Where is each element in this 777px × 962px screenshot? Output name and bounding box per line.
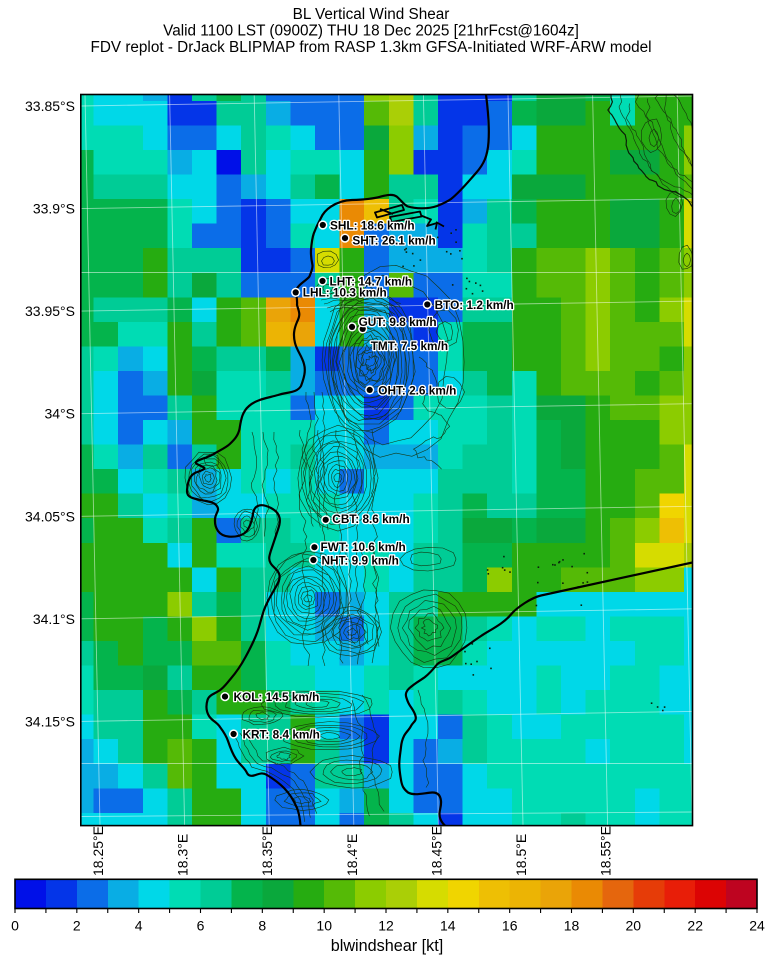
svg-text:18.45°E: 18.45°E bbox=[428, 826, 444, 876]
svg-text:34.05°S: 34.05°S bbox=[25, 508, 75, 524]
svg-text:34.1°S: 34.1°S bbox=[33, 611, 75, 627]
svg-text:TMT: 7.5 km/h: TMT: 7.5 km/h bbox=[371, 339, 448, 353]
svg-text:10: 10 bbox=[316, 918, 332, 934]
svg-text:18.3°E: 18.3°E bbox=[175, 834, 191, 876]
svg-text:BTO: 1.2 km/h: BTO: 1.2 km/h bbox=[435, 298, 514, 312]
svg-text:22: 22 bbox=[687, 918, 703, 934]
svg-text:blwindshear [kt]: blwindshear [kt] bbox=[331, 937, 443, 955]
svg-text:LHT: 14.7 km/h: LHT: 14.7 km/h bbox=[330, 274, 413, 288]
svg-text:33.95°S: 33.95°S bbox=[25, 303, 75, 319]
svg-text:18.25°E: 18.25°E bbox=[90, 826, 106, 876]
svg-text:Valid 1100 LST (0900Z) THU 18: Valid 1100 LST (0900Z) THU 18 Dec 2025 [… bbox=[163, 23, 579, 40]
svg-text:KRT: 8.4 km/h: KRT: 8.4 km/h bbox=[243, 727, 320, 741]
svg-text:18.35°E: 18.35°E bbox=[259, 826, 275, 876]
svg-text:0: 0 bbox=[11, 918, 19, 934]
svg-text:2: 2 bbox=[73, 918, 81, 934]
svg-text:34.15°S: 34.15°S bbox=[25, 713, 75, 729]
svg-text:16: 16 bbox=[502, 918, 518, 934]
svg-text:33.9°S: 33.9°S bbox=[33, 201, 75, 217]
svg-text:NHT: 9.9 km/h: NHT: 9.9 km/h bbox=[322, 553, 399, 567]
svg-text:FWT: 10.6 km/h: FWT: 10.6 km/h bbox=[321, 540, 406, 554]
svg-text:LHL: 10.3 km/h: LHL: 10.3 km/h bbox=[303, 286, 387, 300]
svg-text:FDV replot - DrJack BLIPMAP fr: FDV replot - DrJack BLIPMAP from RASP 1.… bbox=[90, 39, 651, 56]
svg-text:4: 4 bbox=[135, 918, 143, 934]
svg-text:18: 18 bbox=[564, 918, 580, 934]
svg-text:BL Vertical Wind Shear: BL Vertical Wind Shear bbox=[293, 6, 450, 23]
svg-text:20: 20 bbox=[626, 918, 642, 934]
svg-text:8: 8 bbox=[258, 918, 266, 934]
svg-text:14: 14 bbox=[440, 918, 456, 934]
svg-text:12: 12 bbox=[378, 918, 394, 934]
svg-text:CBT: 8.6 km/h: CBT: 8.6 km/h bbox=[332, 512, 409, 526]
svg-text:33.85°S: 33.85°S bbox=[25, 98, 75, 114]
svg-text:6: 6 bbox=[197, 918, 205, 934]
svg-text:18.4°E: 18.4°E bbox=[344, 834, 360, 876]
svg-text:OHT: 2.6 km/h: OHT: 2.6 km/h bbox=[378, 383, 456, 397]
svg-text:KOL: 14.5 km/h: KOL: 14.5 km/h bbox=[234, 690, 320, 704]
svg-text:18.55°E: 18.55°E bbox=[598, 826, 614, 876]
svg-text:34°S: 34°S bbox=[44, 406, 75, 422]
svg-text:SHT: 26.1 km/h: SHT: 26.1 km/h bbox=[352, 234, 435, 248]
svg-text:18.5°E: 18.5°E bbox=[513, 834, 529, 876]
svg-text:SHL: 18.6 km/h: SHL: 18.6 km/h bbox=[330, 218, 415, 232]
svg-text:GUT: 9.8 km/h: GUT: 9.8 km/h bbox=[359, 315, 437, 329]
svg-text:24: 24 bbox=[749, 918, 765, 934]
